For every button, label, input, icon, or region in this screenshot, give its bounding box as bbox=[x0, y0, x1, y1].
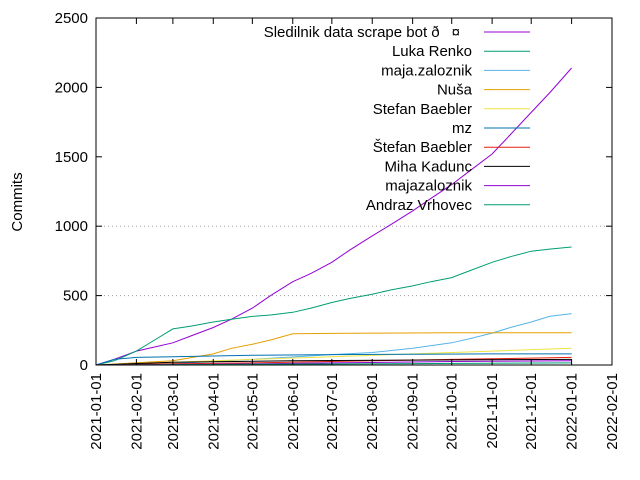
y-tick-label-3: 1500 bbox=[55, 149, 88, 166]
x-tick-label-6: 2021-07-01 bbox=[324, 373, 341, 450]
legend-label-9: Andraz Vrhovec bbox=[366, 197, 473, 214]
y-tick-label-4: 2000 bbox=[55, 79, 88, 96]
x-tick-label-13: 2022-02-01 bbox=[604, 373, 621, 450]
x-tick-label-1: 2021-02-01 bbox=[128, 373, 145, 450]
legend-label-1: Luka Renko bbox=[392, 43, 472, 60]
axes: 0 500 1000 1500 2000 2500 2021-01-01 2021-02-01… bbox=[55, 10, 621, 450]
legend-label-4: Stefan Baebler bbox=[373, 101, 472, 118]
series-line-5 bbox=[95, 353, 572, 366]
series-line-0 bbox=[95, 67, 572, 366]
y-tick-label-2: 1000 bbox=[55, 218, 88, 235]
legend-label-7: Miha Kadunc bbox=[384, 158, 472, 175]
plot-frame bbox=[95, 17, 613, 366]
legend-label-2: maja.zaloznik bbox=[381, 62, 472, 79]
x-tick-label-4: 2021-05-01 bbox=[244, 373, 261, 450]
legend: Sledilnik data scrape bot ð¤ Luka Renko… bbox=[264, 24, 530, 214]
x-tick-label-2: 2021-03-01 bbox=[165, 373, 182, 450]
x-tick-label-5: 2021-06-01 bbox=[285, 373, 302, 450]
legend-label-8: majazaloznik bbox=[385, 178, 472, 195]
legend-label-0: Sledilnik data scrape bot ð¤ bbox=[264, 24, 472, 41]
x-tick-label-10: 2021-11-01 bbox=[484, 373, 501, 449]
y-axis-title: Commits bbox=[9, 172, 26, 231]
x-tick-label-12: 2022-01-01 bbox=[564, 373, 581, 450]
x-tick-label-3: 2021-04-01 bbox=[205, 373, 222, 450]
legend-label-5: mz bbox=[452, 120, 472, 137]
x-tick-label-8: 2021-09-01 bbox=[405, 373, 422, 450]
legend-label-6: Štefan Baebler bbox=[373, 139, 472, 156]
y-tick-label-0: 0 bbox=[80, 357, 88, 374]
y-tick-label-1: 500 bbox=[63, 288, 88, 305]
x-tick-label-11: 2021-12-01 bbox=[523, 373, 540, 450]
legend-label-3: Nuša bbox=[437, 82, 473, 99]
gridlines bbox=[96, 225, 612, 297]
y-tick-label-5: 2500 bbox=[55, 10, 88, 27]
x-tick-label-0: 2021-01-01 bbox=[88, 373, 105, 450]
series-line-1 bbox=[95, 246, 572, 366]
series-line-3 bbox=[95, 332, 572, 366]
x-tick-label-7: 2021-08-01 bbox=[364, 373, 381, 450]
series-lines bbox=[95, 67, 572, 366]
x-tick-label-9: 2021-10-01 bbox=[444, 373, 461, 450]
